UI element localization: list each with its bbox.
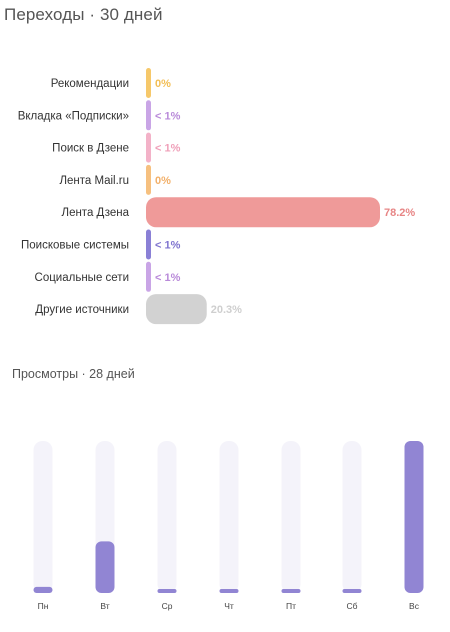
bar-track	[219, 441, 239, 593]
referral-bar	[146, 100, 151, 131]
category-label: Вкладка «Подписки»	[18, 110, 129, 122]
views-bar	[342, 589, 362, 593]
category-label: Поисковые системы	[21, 240, 129, 252]
views-bar	[219, 589, 239, 593]
views-bar	[404, 441, 424, 593]
category-label: Социальные сети	[35, 272, 129, 284]
value-label: 78.2%	[384, 207, 415, 219]
day-label: Ср	[162, 601, 173, 611]
value-label: 0%	[155, 78, 171, 90]
referral-bar	[146, 294, 207, 325]
category-label: Рекомендации	[51, 78, 129, 90]
value-label: 20.3%	[211, 304, 242, 316]
bar-track	[342, 441, 362, 593]
value-label: < 1%	[155, 272, 181, 284]
referrals-chart-title: Переходы · 30 дней	[4, 5, 163, 24]
value-label: < 1%	[155, 143, 181, 155]
day-label: Сб	[346, 601, 357, 611]
referral-bar	[146, 164, 151, 195]
day-label: Пт	[286, 601, 296, 611]
referrals-bar-chart: Рекомендации 0% Вкладка «Подписки» < 1% Поис…	[18, 68, 415, 325]
referral-bar	[146, 261, 151, 292]
value-label: < 1%	[155, 110, 181, 122]
views-bar	[33, 586, 53, 593]
bar-track	[281, 441, 301, 593]
bar-track	[33, 441, 53, 593]
referral-bar	[146, 197, 380, 228]
views-bar	[95, 541, 115, 593]
value-label: 0%	[155, 175, 171, 187]
views-bar	[157, 589, 177, 593]
day-label: Вт	[100, 601, 109, 611]
category-label: Поиск в Дзене	[52, 143, 129, 155]
category-label: Лента Дзена	[62, 207, 130, 219]
referral-bar	[146, 132, 151, 163]
day-label: Чт	[224, 601, 234, 611]
bar-track	[157, 441, 177, 593]
category-label: Лента Mail.ru	[59, 175, 129, 187]
referral-bar	[146, 68, 151, 98]
category-label: Другие источники	[35, 304, 129, 316]
views-bar	[281, 589, 301, 593]
referral-bar	[146, 229, 151, 260]
views-chart-title: Просмотры · 28 дней	[12, 367, 135, 381]
day-label: Вс	[409, 601, 420, 611]
value-label: < 1%	[155, 240, 181, 252]
day-label: Пн	[38, 601, 49, 611]
